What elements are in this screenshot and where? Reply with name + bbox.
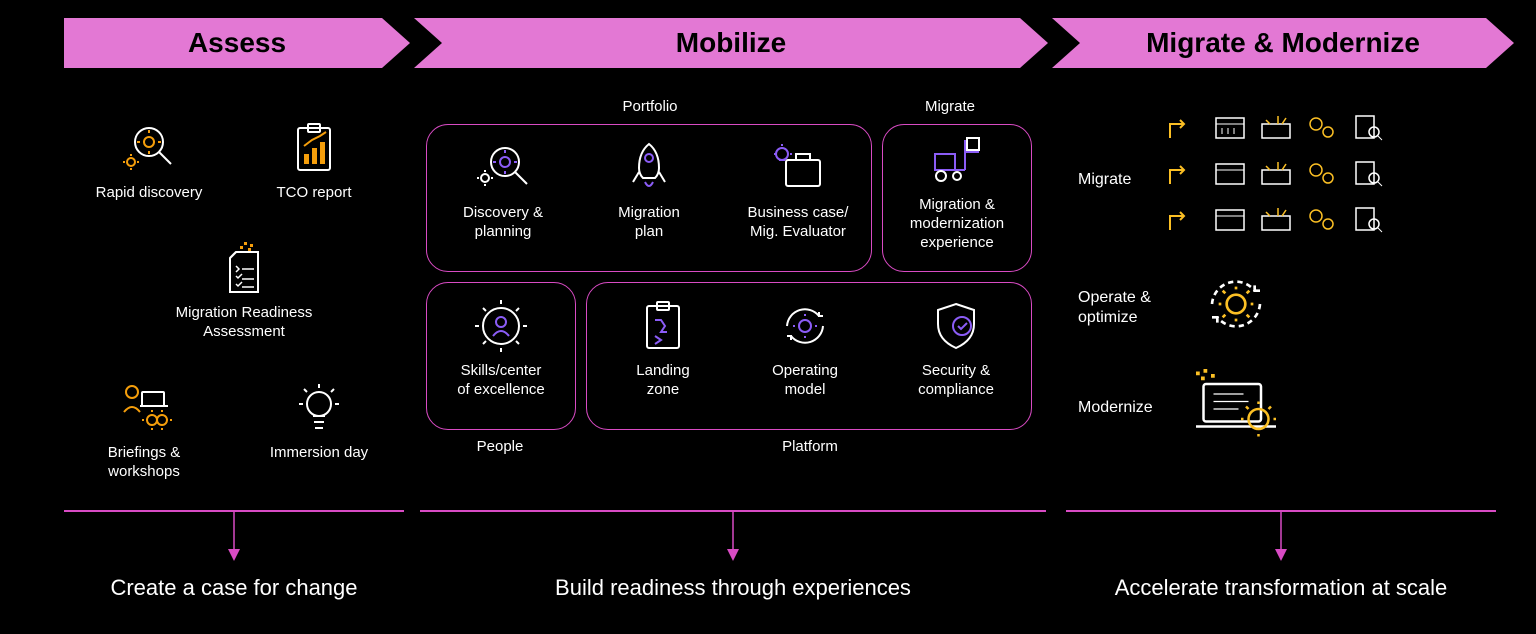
arrow-migrate	[1066, 510, 1496, 561]
group-label-migrate: Migrate	[910, 98, 990, 115]
mobilize-item-label: Discovery & planning	[463, 204, 543, 242]
migrate-row-2	[1166, 158, 1386, 188]
mobilize-item-label: Security & compliance	[918, 362, 994, 400]
toolbox-icon	[1258, 204, 1294, 234]
tagline-assess: Create a case for change	[64, 575, 404, 601]
assess-item-tco-report: TCO report	[254, 118, 374, 203]
toolbox-icon	[1258, 158, 1294, 188]
gears-icon	[1304, 204, 1340, 234]
mobilize-item-label: Migration & modernization experience	[910, 196, 1004, 252]
phase-banner-assess-label: Assess	[188, 27, 286, 59]
assess-item-mra: Migration Readiness Assessment	[159, 238, 329, 342]
label-operate-optimize: Operate & optimize	[1078, 288, 1151, 328]
mobilize-item-migration-plan: Migration plan	[584, 138, 714, 242]
migrate-row-1	[1166, 112, 1386, 142]
mobilize-item-experience: Migration & modernization experience	[888, 130, 1026, 252]
assess-item-rapid-discovery: Rapid discovery	[84, 118, 214, 203]
phase-banner-mobilize-label: Mobilize	[676, 27, 786, 59]
group-label-platform: Platform	[760, 438, 860, 455]
operate-gear-icon	[1196, 264, 1276, 349]
arrow-mobilize	[420, 510, 1046, 561]
arrow-icon	[1166, 204, 1202, 234]
phase-banner-migrate: Migrate & Modernize	[1052, 18, 1514, 68]
assess-item-label: Immersion day	[270, 444, 368, 463]
phase-banner-migrate-label: Migrate & Modernize	[1146, 27, 1420, 59]
assess-item-briefings: Briefings & workshops	[84, 378, 204, 482]
gears-icon	[1304, 158, 1340, 188]
label-modernize: Modernize	[1078, 398, 1153, 418]
group-label-people: People	[460, 438, 540, 455]
tagline-migrate: Accelerate transformation at scale	[1066, 575, 1496, 601]
migrate-row-3	[1166, 204, 1386, 234]
magnifier-gear-purple-icon	[473, 138, 533, 198]
clipboard-chart-icon	[284, 118, 344, 178]
shield-check-icon	[926, 296, 986, 356]
search-doc-icon	[1350, 158, 1386, 188]
group-label-portfolio: Portfolio	[590, 98, 710, 115]
mobilize-item-label: Skills/center of excellence	[457, 362, 545, 400]
mobilize-item-label: Operating model	[772, 362, 838, 400]
mobilize-item-label: Business case/ Mig. Evaluator	[748, 204, 849, 242]
arrow-icon	[1166, 112, 1202, 142]
checklist-icon	[214, 238, 274, 298]
people-laptop-icon	[114, 378, 174, 438]
calendar-icon	[1212, 112, 1248, 142]
assess-item-label: TCO report	[276, 184, 351, 203]
forklift-icon	[927, 130, 987, 190]
mobilize-item-security: Security & compliance	[886, 296, 1026, 400]
toolbox-icon	[1258, 112, 1294, 142]
gears-icon	[1304, 112, 1340, 142]
label-migrate: Migrate	[1078, 170, 1131, 190]
mobilize-item-operating-model: Operating model	[740, 296, 870, 400]
assess-item-label: Rapid discovery	[96, 184, 203, 203]
cycle-gear-icon	[775, 296, 835, 356]
assess-item-immersion: Immersion day	[254, 378, 384, 463]
search-doc-icon	[1350, 204, 1386, 234]
gear-person-icon	[471, 296, 531, 356]
modernize-laptop-icon	[1186, 364, 1286, 449]
tagline-mobilize: Build readiness through experiences	[420, 575, 1046, 601]
phase-banner-assess: Assess	[64, 18, 410, 68]
mobilize-item-label: Migration plan	[618, 204, 680, 242]
rocket-icon	[619, 138, 679, 198]
arrow-assess	[64, 510, 404, 561]
mobilize-item-discovery: Discovery & planning	[438, 138, 568, 242]
phase-banner-mobilize: Mobilize	[414, 18, 1048, 68]
mobilize-item-label: Landing zone	[636, 362, 689, 400]
clipboard-play-icon	[633, 296, 693, 356]
mobilize-item-business-case: Business case/ Mig. Evaluator	[728, 138, 868, 242]
briefcase-bulb-icon	[768, 138, 828, 198]
magnifier-gear-icon	[119, 118, 179, 178]
phase-banner-row: Assess Mobilize Migrate & Modernize	[64, 18, 1526, 68]
calendar-icon	[1212, 204, 1248, 234]
mobilize-item-landing-zone: Landing zone	[598, 296, 728, 400]
search-doc-icon	[1350, 112, 1386, 142]
arrow-icon	[1166, 158, 1202, 188]
lightbulb-icon	[289, 378, 349, 438]
assess-item-label: Migration Readiness Assessment	[176, 304, 313, 342]
calendar-icon	[1212, 158, 1248, 188]
mobilize-item-skills: Skills/center of excellence	[434, 296, 568, 400]
assess-item-label: Briefings & workshops	[108, 444, 181, 482]
